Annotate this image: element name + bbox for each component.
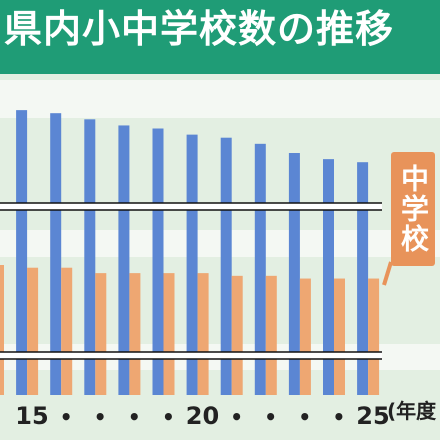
bar-elementary [254, 143, 266, 395]
bar-elementary [16, 110, 28, 395]
bar-junior-high [231, 275, 243, 395]
x-axis-unit-label: (年度 [387, 399, 437, 423]
x-tick-label: 25 [356, 402, 389, 430]
title-bar: 県内小中学校数の推移 [0, 0, 440, 74]
bar-junior-high [95, 273, 107, 395]
background-band [0, 230, 440, 257]
x-tick-label: • [264, 405, 277, 429]
bar-junior-high [0, 265, 4, 395]
x-tick-label: • [298, 405, 311, 429]
bar-elementary [50, 113, 62, 395]
bar-junior-high [299, 278, 311, 395]
axis-break-lines [0, 202, 382, 360]
bar-elementary [288, 153, 300, 395]
bar-elementary [323, 159, 334, 395]
x-tick-label: • [333, 405, 346, 429]
x-tick-label: • [128, 405, 141, 429]
x-tick-label: • [60, 405, 73, 429]
bar-junior-high [129, 273, 141, 395]
bar-group [0, 110, 380, 396]
bar-elementary [152, 128, 164, 396]
bar-junior-high [163, 273, 175, 395]
bar-junior-high [334, 278, 345, 395]
bar-elementary [84, 119, 96, 395]
bar-elementary [357, 162, 369, 395]
x-tick-labels: 15 • • • • 20 • • • • 25 [15, 402, 389, 430]
x-tick-label: • [162, 405, 175, 429]
x-tick-label: • [94, 405, 107, 429]
bar-junior-high [197, 273, 209, 395]
x-tick-label: 20 [186, 402, 219, 430]
callout-leader-line [382, 261, 393, 286]
bar-junior-high [61, 267, 73, 395]
axis-break-gap [0, 352, 382, 359]
x-tick-label: 15 [15, 402, 48, 430]
bar-elementary [220, 137, 232, 395]
x-tick-label: • [230, 405, 243, 429]
bar-junior-high [265, 275, 277, 395]
bar-junior-high [368, 278, 380, 395]
series-label-junior-high: 中学校 [391, 152, 435, 266]
bar-elementary [118, 125, 130, 395]
chart-title: 県内小中学校数の推移 [4, 7, 395, 51]
bar-junior-high [27, 267, 39, 395]
bar-elementary [186, 134, 198, 395]
axis-break-gap [0, 203, 382, 210]
background-band [0, 80, 440, 118]
